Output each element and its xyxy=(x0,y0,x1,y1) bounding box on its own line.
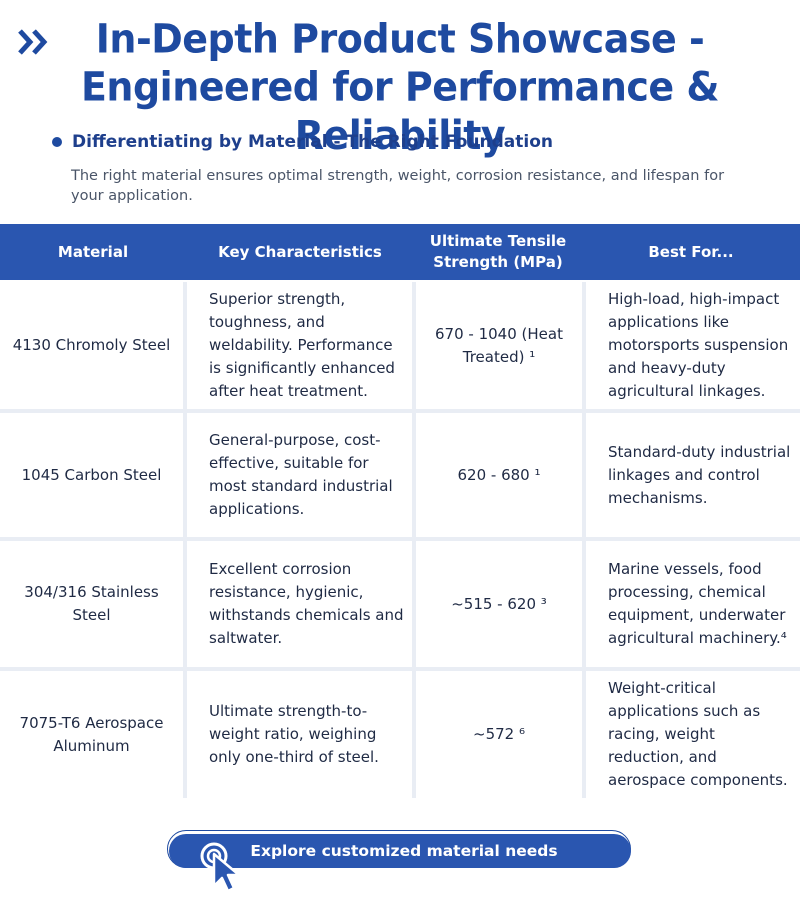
table-row: 4130 Chromoly Steel Superior strength, t… xyxy=(0,282,800,409)
strength-cell: ~515 - 620 ³ xyxy=(416,541,582,667)
best-for-cell: Weight-critical applications such as rac… xyxy=(586,671,800,798)
pointer-click-icon xyxy=(200,842,241,893)
table-row: 7075-T6 Aerospace Aluminum Ultimate stre… xyxy=(0,671,800,798)
table-row: 1045 Carbon Steel General-purpose, cost-… xyxy=(0,413,800,537)
characteristics-cell: Superior strength, toughness, and weldab… xyxy=(187,282,412,409)
column-header-strength: Ultimate Tensile Strength (MPa) xyxy=(429,232,567,271)
explore-materials-button[interactable]: Explore customized material needs xyxy=(169,834,631,868)
best-for-cell: Marine vessels, food processing, chemica… xyxy=(586,541,800,667)
material-cell: 4130 Chromoly Steel xyxy=(0,282,183,409)
table-header: Material Key Characteristics Ultimate Te… xyxy=(0,224,800,280)
table-row: 304/316 Stainless Steel Excellent corros… xyxy=(0,541,800,667)
column-header-material: Material xyxy=(57,242,129,261)
cta-container: Explore customized material needs xyxy=(167,830,633,872)
section-heading: Differentiating by Material - The Right … xyxy=(52,130,553,154)
section-heading-text: Differentiating by Material - The Right … xyxy=(72,132,554,152)
material-table: Material Key Characteristics Ultimate Te… xyxy=(0,224,800,802)
characteristics-cell: General-purpose, cost-effective, suitabl… xyxy=(187,413,412,537)
page-header: In-Depth Product Showcase - Engineered f… xyxy=(0,0,800,158)
characteristics-cell: Ultimate strength-to-weight ratio, weigh… xyxy=(187,671,412,798)
double-chevron-right-icon xyxy=(18,29,48,55)
section-description: The right material ensures optimal stren… xyxy=(71,168,725,204)
material-cell: 7075-T6 Aerospace Aluminum xyxy=(0,671,183,798)
strength-cell: 670 - 1040 (Heat Treated) ¹ xyxy=(416,282,582,409)
strength-cell: 620 - 680 ¹ xyxy=(416,413,582,537)
material-cell: 304/316 Stainless Steel xyxy=(0,541,183,667)
best-for-cell: Standard-duty industrial linkages and co… xyxy=(586,413,800,537)
column-header-characteristics: Key Characteristics xyxy=(218,242,382,261)
title-line-2: Engineered for Performance & Reliability xyxy=(80,63,720,159)
page-title: In-Depth Product Showcase - Engineered f… xyxy=(0,15,800,160)
bullet-icon xyxy=(52,137,62,147)
table-body: 4130 Chromoly Steel Superior strength, t… xyxy=(0,282,800,798)
material-cell: 1045 Carbon Steel xyxy=(0,413,183,537)
characteristics-cell: Excellent corrosion resistance, hygienic… xyxy=(187,541,412,667)
column-header-best-for: Best For... xyxy=(648,242,734,261)
title-line-1: In-Depth Product Showcase - xyxy=(95,15,705,62)
strength-cell: ~572 ⁶ xyxy=(416,671,582,798)
best-for-cell: High-load, high-impact applications like… xyxy=(586,282,800,409)
